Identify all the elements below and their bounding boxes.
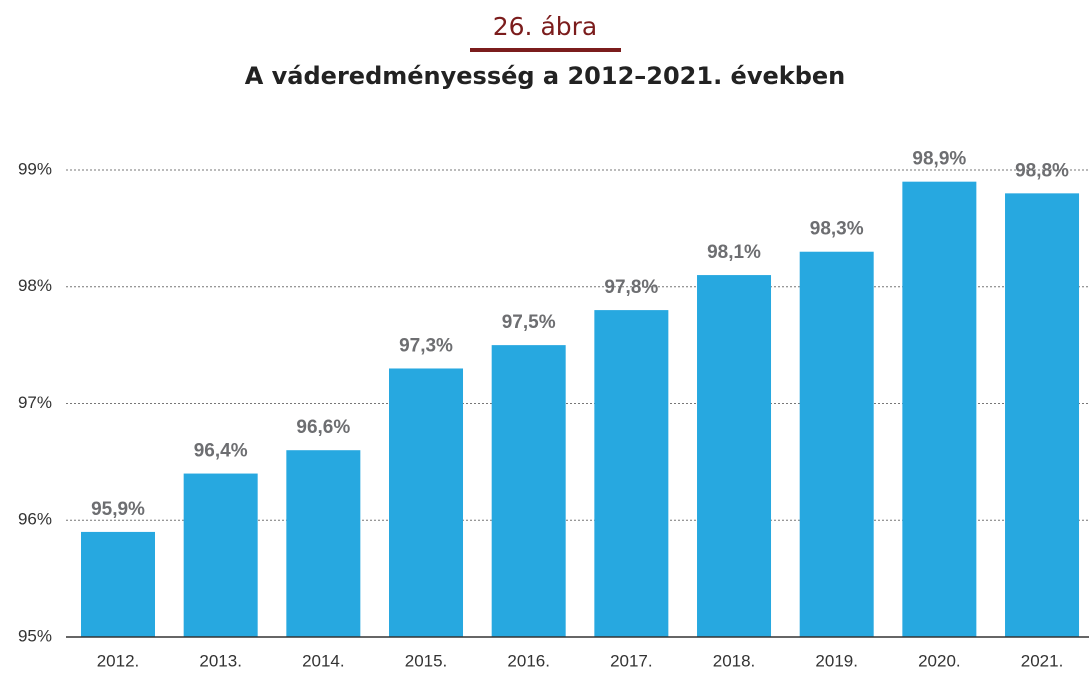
y-tick-label: 96% [18,510,52,529]
value-label: 98,1% [707,242,761,263]
value-label: 97,8% [604,277,658,298]
x-tick-label: 2015. [405,651,448,670]
x-tick-label: 2013. [199,651,242,670]
subtitle-underline [470,48,621,52]
x-tick-label: 2021. [1021,651,1064,670]
bar [799,251,874,637]
value-label: 97,5% [502,312,556,333]
value-label: 98,9% [912,149,966,170]
x-tick-label: 2012. [97,651,140,670]
x-tick-label: 2017. [610,651,653,670]
x-tick-label: 2020. [918,651,961,670]
bar [491,345,566,637]
bar [389,368,464,637]
chart-title: A váderedményesség a 2012–2021. években [245,62,846,90]
value-label: 96,4% [194,441,248,462]
bar [81,531,155,637]
bar [902,181,977,638]
value-label: 95,9% [91,499,145,520]
bar [594,310,669,637]
bar [1005,193,1080,637]
value-label: 96,6% [296,417,350,438]
value-label: 98,8% [1015,160,1069,181]
y-tick-label: 97% [18,393,52,412]
x-tick-label: 2014. [302,651,345,670]
x-tick-label: 2019. [815,651,858,670]
bar [697,275,772,637]
value-label: 97,3% [399,335,453,356]
y-tick-label: 99% [18,159,52,178]
chart-subtitle: 26. ábra [493,12,598,41]
x-tick-label: 2016. [507,651,550,670]
bar [286,450,361,637]
bar [183,473,258,637]
y-tick-label: 95% [18,626,52,645]
x-tick-label: 2018. [713,651,756,670]
y-tick-label: 98% [18,276,52,295]
value-label: 98,3% [810,219,864,240]
